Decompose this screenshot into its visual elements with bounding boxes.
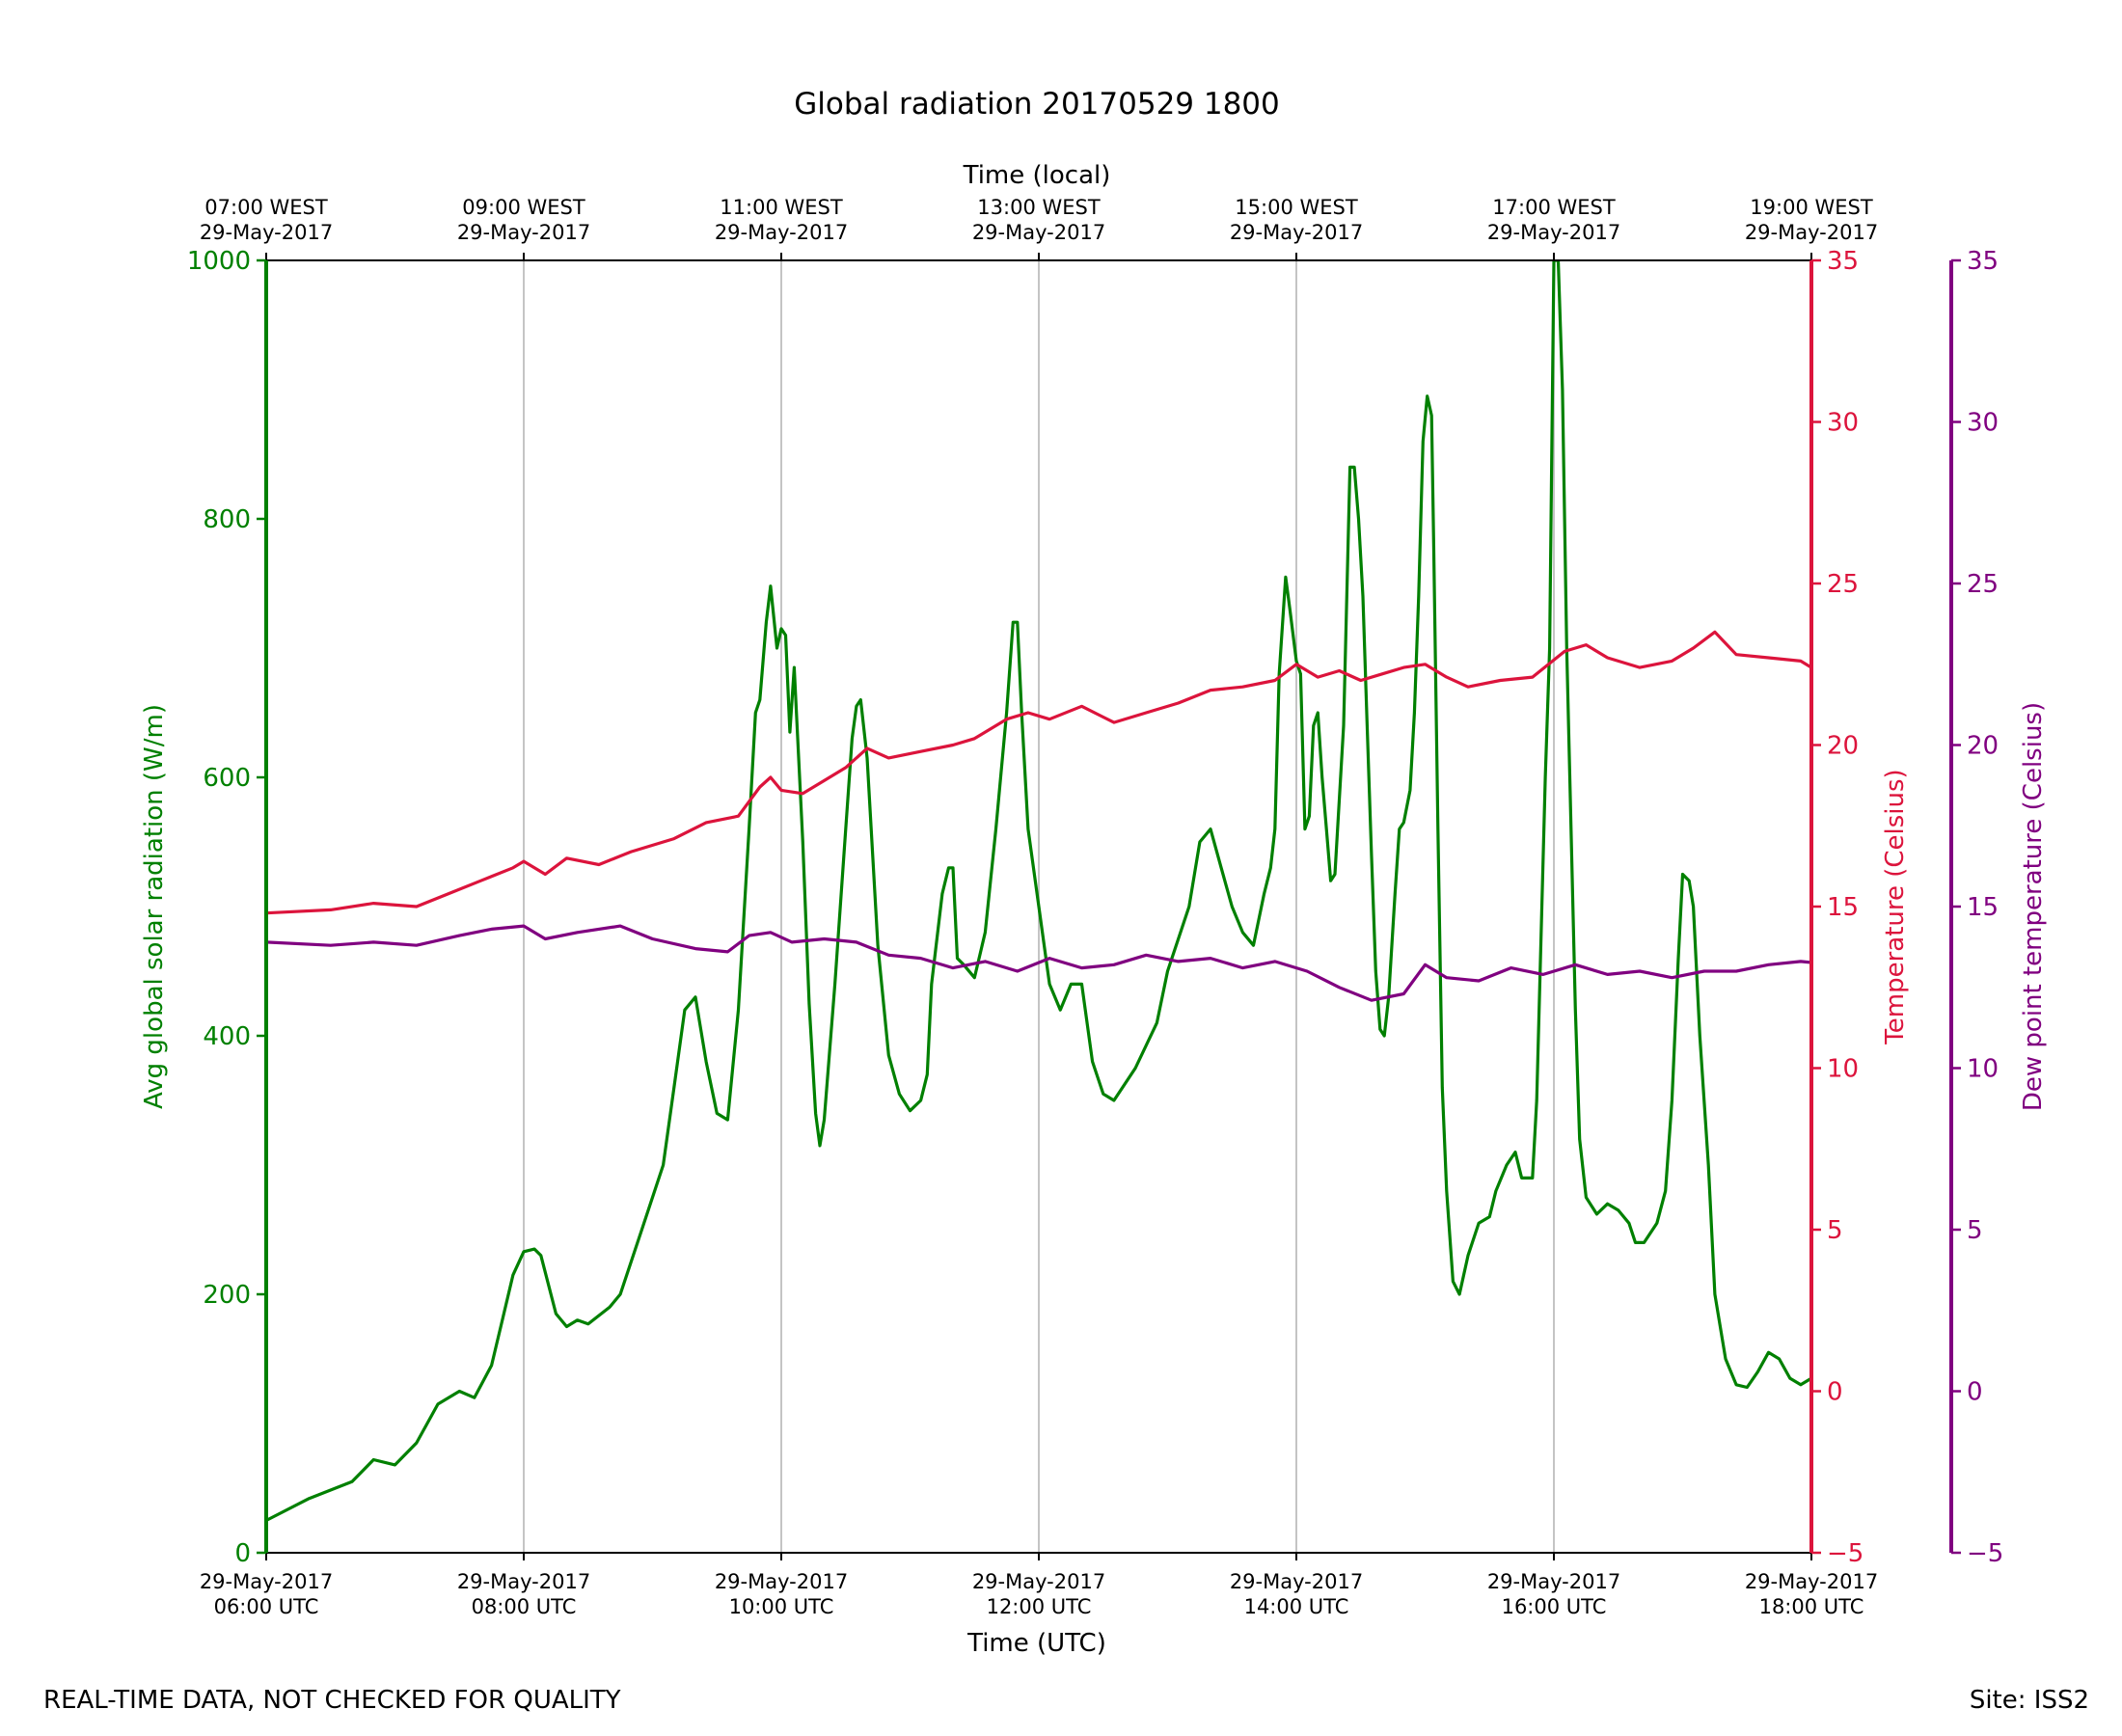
temperature-axis-tick-label: 25 bbox=[1827, 570, 1859, 599]
site-label: Site: ISS2 bbox=[1969, 1686, 2089, 1715]
dewpoint-axis-tick-label: 0 bbox=[1967, 1378, 1983, 1407]
x2-tick-label: 29-May-2017 bbox=[972, 221, 1105, 244]
quality-disclaimer: REAL-TIME DATA, NOT CHECKED FOR QUALITY bbox=[43, 1686, 621, 1715]
temperature-axis-tick-label: 15 bbox=[1827, 893, 1859, 922]
temperature-series-line bbox=[266, 630, 1811, 915]
radiation-axis-tick-label: 600 bbox=[203, 764, 251, 793]
x-tick-label: 16:00 UTC bbox=[1502, 1595, 1607, 1618]
radiation-axis-tick-label: 1000 bbox=[187, 247, 251, 276]
chart-title: Global radiation 20170529 1800 bbox=[794, 87, 1280, 122]
x2-tick-label: 09:00 WEST bbox=[462, 196, 585, 219]
x-tick-label: 18:00 UTC bbox=[1759, 1595, 1864, 1618]
x2-tick-label: 29-May-2017 bbox=[200, 221, 333, 244]
x2-tick-label: 17:00 WEST bbox=[1492, 196, 1616, 219]
x-tick-label: 10:00 UTC bbox=[729, 1595, 834, 1618]
temperature-axis-tick-label: 5 bbox=[1827, 1216, 1843, 1245]
x-tick-label: 29-May-2017 bbox=[1230, 1570, 1363, 1593]
x-tick-label: 29-May-2017 bbox=[1745, 1570, 1878, 1593]
dewpoint-series-line bbox=[266, 924, 1811, 1002]
dewpoint-axis-tick-label: 25 bbox=[1967, 570, 1999, 599]
x2-tick-label: 19:00 WEST bbox=[1750, 196, 1873, 219]
bottom-axis-label: Time (UTC) bbox=[966, 1629, 1106, 1658]
x2-tick-label: 15:00 WEST bbox=[1235, 196, 1358, 219]
x-tick-label: 29-May-2017 bbox=[715, 1570, 848, 1593]
dewpoint-axis-tick-label: 5 bbox=[1967, 1216, 1983, 1245]
dewpoint-axis-tick-label: 35 bbox=[1967, 247, 1999, 276]
x2-tick-label: 07:00 WEST bbox=[204, 196, 328, 219]
x-tick-label: 29-May-2017 bbox=[1487, 1570, 1620, 1593]
radiation-series-line bbox=[266, 260, 1811, 1522]
x-tick-label: 29-May-2017 bbox=[972, 1570, 1105, 1593]
temperature-axis-tick-label: −5 bbox=[1827, 1539, 1864, 1568]
x-tick-label: 14:00 UTC bbox=[1244, 1595, 1349, 1618]
temperature-axis-label: Temperature (Celsius) bbox=[1881, 769, 1910, 1044]
temperature-axis-tick-label: 20 bbox=[1827, 732, 1859, 761]
x2-tick-label: 11:00 WEST bbox=[720, 196, 843, 219]
temperature-axis-tick-label: 0 bbox=[1827, 1378, 1843, 1407]
x-tick-label: 06:00 UTC bbox=[214, 1595, 319, 1618]
x2-tick-label: 29-May-2017 bbox=[1230, 221, 1363, 244]
dewpoint-axis-tick-label: 10 bbox=[1967, 1055, 1999, 1084]
dewpoint-axis-tick-label: 30 bbox=[1967, 409, 1999, 438]
x2-tick-label: 29-May-2017 bbox=[1745, 221, 1878, 244]
radiation-axis-label: Avg global solar radiation (W/m) bbox=[140, 704, 169, 1109]
top-axis-label: Time (local) bbox=[963, 161, 1111, 190]
x2-tick-label: 29-May-2017 bbox=[1487, 221, 1620, 244]
radiation-axis-tick-label: 800 bbox=[203, 505, 251, 534]
x-tick-label: 12:00 UTC bbox=[987, 1595, 1092, 1618]
radiation-axis-tick-label: 200 bbox=[203, 1281, 251, 1310]
temperature-axis-tick-label: 10 bbox=[1827, 1055, 1859, 1084]
temperature-axis-tick-label: 35 bbox=[1827, 247, 1859, 276]
x-tick-label: 08:00 UTC bbox=[472, 1595, 577, 1618]
temperature-axis-tick-label: 30 bbox=[1827, 409, 1859, 438]
radiation-axis-tick-label: 0 bbox=[234, 1539, 251, 1568]
dewpoint-axis-tick-label: −5 bbox=[1967, 1539, 2003, 1568]
data-series bbox=[266, 260, 1811, 1522]
dewpoint-axis-tick-label: 15 bbox=[1967, 893, 1999, 922]
dewpoint-axis-tick-label: 20 bbox=[1967, 732, 1999, 761]
x-tick-label: 29-May-2017 bbox=[457, 1570, 590, 1593]
x-tick-label: 29-May-2017 bbox=[200, 1570, 333, 1593]
dewpoint-axis-label: Dew point temperature (Celsius) bbox=[2019, 702, 2048, 1111]
x2-tick-label: 29-May-2017 bbox=[715, 221, 848, 244]
radiation-axis-tick-label: 400 bbox=[203, 1022, 251, 1051]
x2-tick-label: 13:00 WEST bbox=[977, 196, 1101, 219]
x2-tick-label: 29-May-2017 bbox=[457, 221, 590, 244]
